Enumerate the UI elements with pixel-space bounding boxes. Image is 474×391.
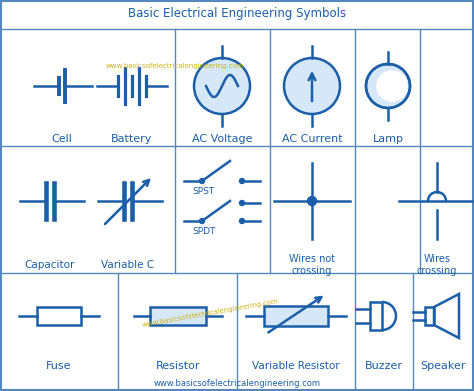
Text: Wires not
crossing: Wires not crossing	[289, 254, 335, 276]
Text: Variable Resistor: Variable Resistor	[252, 361, 340, 371]
Text: Resistor: Resistor	[156, 361, 200, 371]
Text: SPST: SPST	[193, 187, 215, 196]
Circle shape	[239, 201, 245, 206]
Circle shape	[200, 179, 204, 183]
Text: www.basicsofelectricalengineering.com: www.basicsofelectricalengineering.com	[141, 298, 279, 328]
Bar	[264, 306, 328, 326]
Text: www.basicsofelectricalengineering.com: www.basicsofelectricalengineering.com	[106, 63, 244, 69]
Circle shape	[194, 58, 250, 114]
Text: Lamp: Lamp	[373, 134, 403, 144]
Circle shape	[366, 64, 410, 108]
Text: Variable C: Variable C	[101, 260, 155, 270]
Bar	[37, 307, 81, 325]
Text: Fuse: Fuse	[46, 361, 72, 371]
Bar	[370, 302, 382, 330]
Text: AC Current: AC Current	[282, 134, 342, 144]
Text: Cell: Cell	[52, 134, 73, 144]
Circle shape	[239, 219, 245, 224]
Text: Basic Electrical Engineering Symbols: Basic Electrical Engineering Symbols	[128, 7, 346, 20]
Text: Battery: Battery	[111, 134, 153, 144]
Text: Speaker: Speaker	[420, 361, 466, 371]
Circle shape	[284, 58, 340, 114]
Text: SPDT: SPDT	[192, 226, 216, 235]
Circle shape	[200, 219, 204, 224]
Circle shape	[239, 179, 245, 183]
Bar	[425, 307, 434, 325]
Bar	[150, 307, 206, 325]
Text: Buzzer: Buzzer	[365, 361, 403, 371]
Text: www.basicsofelectricalengineering.com: www.basicsofelectricalengineering.com	[154, 380, 320, 389]
Text: Capacitor: Capacitor	[25, 260, 75, 270]
Text: Wires
crossing: Wires crossing	[417, 254, 457, 276]
Circle shape	[308, 197, 317, 206]
Text: AC Voltage: AC Voltage	[192, 134, 252, 144]
Circle shape	[376, 70, 408, 102]
